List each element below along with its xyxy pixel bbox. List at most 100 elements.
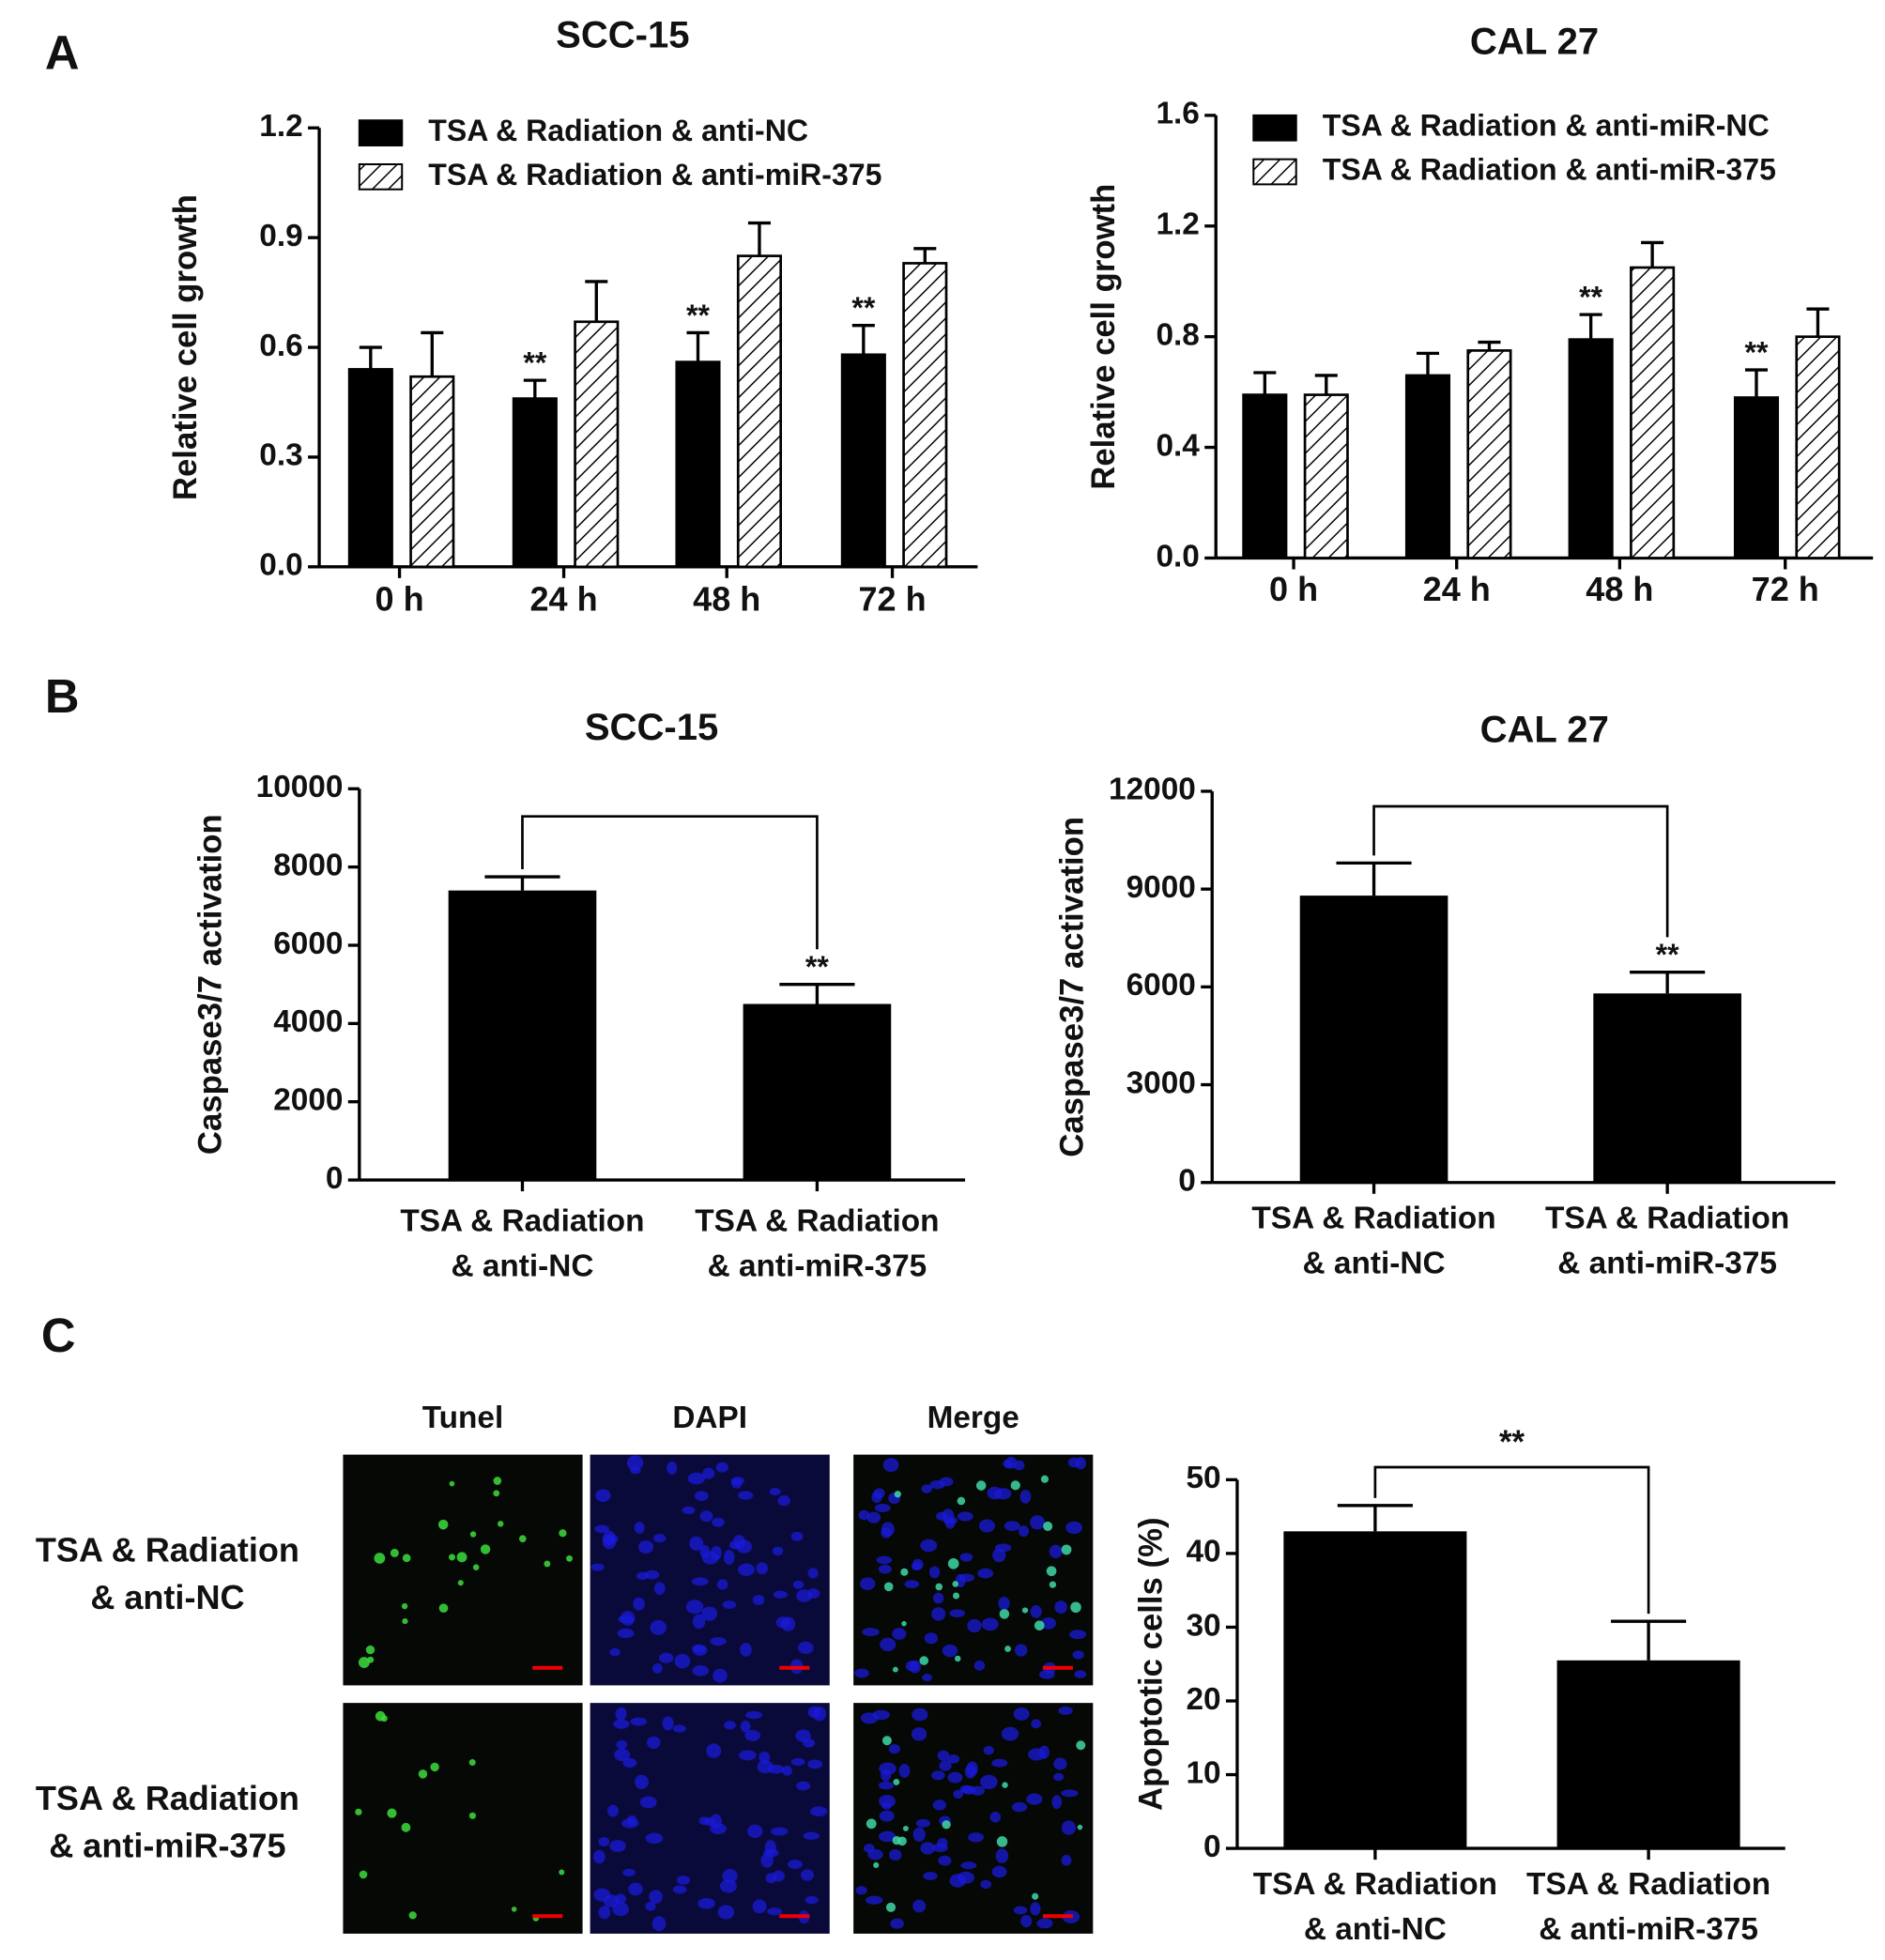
- nucleus: [731, 1478, 743, 1489]
- nucleus: [756, 1562, 769, 1575]
- nucleus: [1013, 1906, 1028, 1915]
- nucleus: [968, 1832, 985, 1843]
- bar: [409, 375, 455, 569]
- legend-label: TSA & Radiation & anti-NC: [428, 114, 808, 147]
- x-tick-label: & anti-miR-375: [1539, 1912, 1758, 1947]
- nucleus: [792, 1580, 805, 1589]
- nucleus: [712, 1517, 725, 1527]
- y-tick-label: 6000: [273, 926, 343, 961]
- nucleus: [1014, 1644, 1028, 1657]
- x-tick-label: TSA & Radiation: [1251, 1202, 1495, 1236]
- bar: [347, 368, 393, 569]
- nucleus: [1058, 1706, 1073, 1715]
- nucleus: [1061, 1820, 1077, 1835]
- x-tick-label: 24 h: [1423, 570, 1491, 608]
- nucleus: [752, 1595, 765, 1605]
- nucleus: [806, 1588, 820, 1599]
- nucleus: [706, 1743, 722, 1758]
- tunel-spot: [935, 1583, 943, 1591]
- significance: **: [1499, 1425, 1525, 1461]
- tunel-spot: [437, 1519, 449, 1530]
- nucleus: [691, 1577, 709, 1586]
- nucleus: [622, 1868, 636, 1876]
- tunel-spot: [1043, 1521, 1053, 1531]
- nucleus: [960, 1861, 977, 1870]
- nucleus: [616, 1739, 628, 1750]
- tunel-spot: [449, 1480, 455, 1487]
- nucleus: [865, 1895, 883, 1905]
- nucleus: [904, 1580, 920, 1589]
- nucleus: [989, 1812, 1002, 1823]
- tunel-spot: [480, 1544, 491, 1554]
- nucleus: [912, 1707, 928, 1722]
- tunel-spot: [518, 1535, 527, 1543]
- tunel-spot: [469, 1531, 477, 1538]
- significance-bracket: [1373, 1465, 1650, 1615]
- nucleus: [872, 1709, 890, 1721]
- nucleus: [923, 1871, 938, 1881]
- y-tick-label: 0.3: [259, 438, 302, 473]
- nucleus: [590, 1563, 605, 1571]
- y-tick-label: 0.0: [1156, 539, 1199, 574]
- tunel-spot: [893, 1778, 900, 1785]
- nucleus: [771, 1827, 789, 1836]
- x-tick-label: TSA & Radiation: [400, 1203, 644, 1238]
- x-tick-label: 0 h: [1269, 570, 1318, 608]
- nucleus: [777, 1494, 790, 1507]
- x-tick-label: 0 h: [375, 580, 424, 619]
- nucleus: [920, 1539, 938, 1553]
- nucleus: [722, 1600, 737, 1609]
- nucleus: [994, 1543, 1012, 1553]
- nucleus: [1004, 1521, 1020, 1532]
- nucleus: [1013, 1707, 1030, 1721]
- nucleus: [892, 1628, 907, 1640]
- tunel-spot: [1034, 1620, 1045, 1631]
- bar: [1283, 1531, 1467, 1849]
- bar: [743, 1003, 892, 1181]
- nucleus: [672, 1724, 686, 1733]
- row-label: & anti-NC: [90, 1578, 244, 1616]
- nucleus: [685, 1600, 704, 1615]
- nucleus: [1075, 1457, 1087, 1470]
- x-tick-label: TSA & Radiation: [1545, 1202, 1789, 1236]
- significance: **: [1579, 281, 1602, 314]
- nucleus: [650, 1619, 667, 1635]
- nucleus: [890, 1918, 904, 1929]
- nucleus: [978, 1519, 996, 1533]
- nucleus: [1074, 1670, 1087, 1678]
- tunel-spot: [438, 1603, 449, 1613]
- nucleus: [689, 1536, 704, 1551]
- nucleus: [812, 1707, 827, 1722]
- x-tick-label: 48 h: [693, 580, 760, 619]
- nucleus: [803, 1738, 816, 1748]
- nucleus: [881, 1522, 895, 1537]
- nucleus: [1049, 1544, 1063, 1558]
- row-label: TSA & Radiation: [36, 1779, 299, 1817]
- tunel-spot: [1010, 1480, 1020, 1491]
- x-tick-label: & anti-miR-375: [1557, 1247, 1777, 1281]
- significance-bracket: [521, 815, 819, 950]
- column-label: DAPI: [672, 1401, 747, 1435]
- nucleus: [645, 1832, 664, 1845]
- y-tick-label: 40: [1186, 1535, 1220, 1570]
- nucleus: [867, 1848, 883, 1860]
- nucleus: [653, 1534, 667, 1543]
- nucleus: [959, 1553, 973, 1562]
- nucleus: [905, 1661, 919, 1672]
- nucleus: [911, 1727, 927, 1741]
- nucleus: [1054, 1600, 1067, 1615]
- nucleus: [855, 1886, 867, 1895]
- nucleus: [949, 1874, 967, 1888]
- nucleus: [676, 1875, 691, 1885]
- tunel-spot: [387, 1808, 397, 1818]
- nucleus: [803, 1831, 820, 1840]
- nucleus: [790, 1757, 805, 1767]
- significance-bracket: [1372, 804, 1669, 938]
- nucleus: [647, 1736, 661, 1749]
- nucleus: [759, 1751, 771, 1764]
- nucleus: [1030, 1902, 1041, 1916]
- y-tick-label: 0.9: [259, 219, 302, 253]
- legend-swatch: [1252, 114, 1297, 142]
- nucleus: [633, 1597, 645, 1611]
- column-label: Tunel: [422, 1401, 504, 1435]
